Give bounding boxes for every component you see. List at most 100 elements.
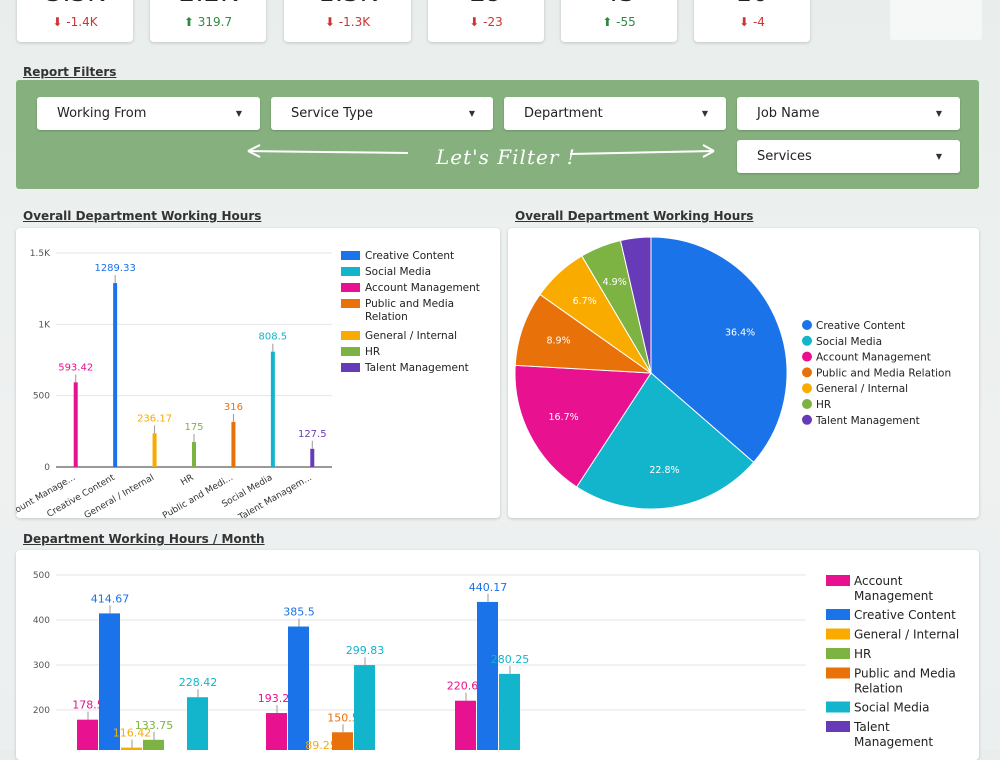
bar — [187, 697, 208, 755]
legend-label: Social Media — [365, 266, 431, 278]
arrow-right-icon — [569, 150, 715, 155]
kpi-value: 1.3K — [284, 0, 411, 8]
bar — [332, 732, 353, 755]
pie-slice — [514, 364, 652, 488]
kpi-card-2: 2.2K ⬆ 319.7 — [150, 0, 266, 42]
legend-label: Creative Content — [816, 320, 905, 332]
legend-swatch — [826, 575, 850, 586]
legend-swatch — [826, 628, 850, 640]
pie-chart-title: Overall Department Working Hours — [515, 209, 754, 223]
arrow-left-icon — [247, 150, 409, 154]
legend-swatch — [341, 251, 360, 260]
dropdown-label: Job Name — [757, 106, 820, 121]
x-tick-label: Creative Content — [45, 473, 117, 518]
data-label: 385.5 — [283, 606, 315, 619]
data-label: 133.75 — [135, 719, 174, 732]
legend-swatch — [826, 648, 850, 659]
data-label: 316 — [224, 402, 243, 413]
slice-label: 16.7% — [549, 412, 579, 423]
legend-swatch — [826, 667, 850, 679]
dropdown-label: Services — [757, 149, 812, 164]
legend-swatch — [802, 351, 812, 362]
kpi-delta: ⬇ -1.3K — [324, 15, 371, 29]
slice-label: 36.4% — [725, 327, 755, 338]
dropdown-label: Working From — [57, 106, 147, 121]
filter-slogan: Let's Filter ! — [436, 145, 576, 169]
legend-label: Management — [854, 589, 933, 603]
kpi-delta: ⬆ -55 — [602, 15, 636, 29]
pie-slice — [619, 236, 652, 374]
department-dropdown[interactable]: Department ▼ — [504, 97, 726, 130]
legend-swatch — [341, 331, 360, 340]
legend-label: Creative Content — [365, 250, 454, 262]
x-tick-label: Public and Medi... — [161, 473, 235, 518]
services-dropdown[interactable]: Services ▼ — [737, 140, 960, 173]
data-label: 175 — [184, 422, 203, 433]
kpi-value: 3.3K — [17, 0, 133, 8]
data-label: 440.17 — [469, 581, 508, 594]
bar-chart-title: Overall Department Working Hours — [23, 209, 262, 223]
report-filters-title: Report Filters — [23, 65, 117, 79]
blank-card — [890, 0, 982, 40]
arrow-down-icon: ⬇ — [52, 15, 63, 29]
kpi-value: 43 — [561, 0, 677, 8]
job-name-dropdown[interactable]: Job Name ▼ — [737, 97, 960, 130]
kpi-value: 29 — [428, 0, 544, 8]
x-tick-label: HR — [179, 473, 195, 488]
legend-label: General / Internal — [816, 383, 908, 395]
arrow-left-head — [247, 144, 261, 158]
dropdown-label: Service Type — [291, 106, 374, 121]
kpi-card-1: 3.3K ⬇ -1.4K — [17, 0, 133, 42]
legend-swatch — [341, 283, 360, 292]
bar — [288, 626, 309, 755]
y-tick-label: 500 — [33, 571, 50, 581]
working-from-dropdown[interactable]: Working From ▼ — [37, 97, 260, 130]
legend-swatch — [802, 320, 812, 330]
y-tick-label: 1K — [38, 320, 51, 330]
y-tick-label: 300 — [33, 661, 50, 671]
caret-down-icon: ▼ — [468, 109, 475, 118]
bar — [270, 351, 275, 467]
legend-label: HR — [854, 647, 871, 661]
legend-swatch — [802, 335, 812, 346]
data-label: 228.42 — [179, 676, 218, 689]
bar — [310, 448, 315, 467]
monthly-chart-card: 200 300 400 500 178.5 414.67 116.42 133.75 228.4… — [16, 550, 979, 760]
data-label: 193.25 — [258, 692, 297, 705]
legend-label: Relation — [854, 682, 903, 696]
arrow-down-icon: ⬇ — [469, 15, 480, 29]
kpi-card-4: 29 ⬇ -23 — [428, 0, 544, 42]
legend-label: General / Internal — [854, 628, 959, 642]
legend-label: Public and Media Relation — [816, 367, 951, 379]
kpi-value: 2.2K — [150, 0, 266, 8]
kpi-card-6: 10 ⬇ -4 — [694, 0, 810, 42]
bar — [152, 433, 157, 467]
legend-label: Account Management — [816, 352, 931, 364]
legend-label: Creative Content — [854, 608, 956, 622]
service-type-dropdown[interactable]: Service Type ▼ — [271, 97, 493, 130]
legend-swatch — [802, 367, 812, 378]
slice-label: 8.9% — [546, 336, 570, 347]
legend-label: Public and Media — [854, 667, 956, 681]
legend-swatch — [826, 701, 850, 713]
bar — [231, 421, 236, 467]
legend-label: HR — [816, 399, 831, 411]
legend-label: Relation — [365, 311, 408, 323]
filter-arrows — [247, 144, 715, 158]
legend-label: Talent Management — [815, 415, 920, 427]
caret-down-icon: ▼ — [235, 109, 242, 118]
kpi-value: 10 — [694, 0, 810, 8]
legend-label: Management — [854, 735, 933, 749]
y-tick-label: 1.5K — [30, 249, 51, 259]
bar — [455, 700, 476, 755]
legend-swatch — [802, 414, 812, 425]
legend-label: Account Management — [365, 282, 480, 294]
kpi-card-3: 1.3K ⬇ -1.3K — [284, 0, 411, 42]
pie-slice — [575, 372, 755, 510]
bar — [477, 601, 498, 755]
legend-swatch — [341, 299, 360, 308]
pie-chart-card: 36.4% 22.8% 16.7% 8.9% 6.7% 4.9% Creative Cont… — [508, 228, 979, 518]
data-label: 299.83 — [346, 644, 385, 657]
arrow-up-icon: ⬆ — [602, 15, 613, 29]
bar — [499, 673, 520, 755]
